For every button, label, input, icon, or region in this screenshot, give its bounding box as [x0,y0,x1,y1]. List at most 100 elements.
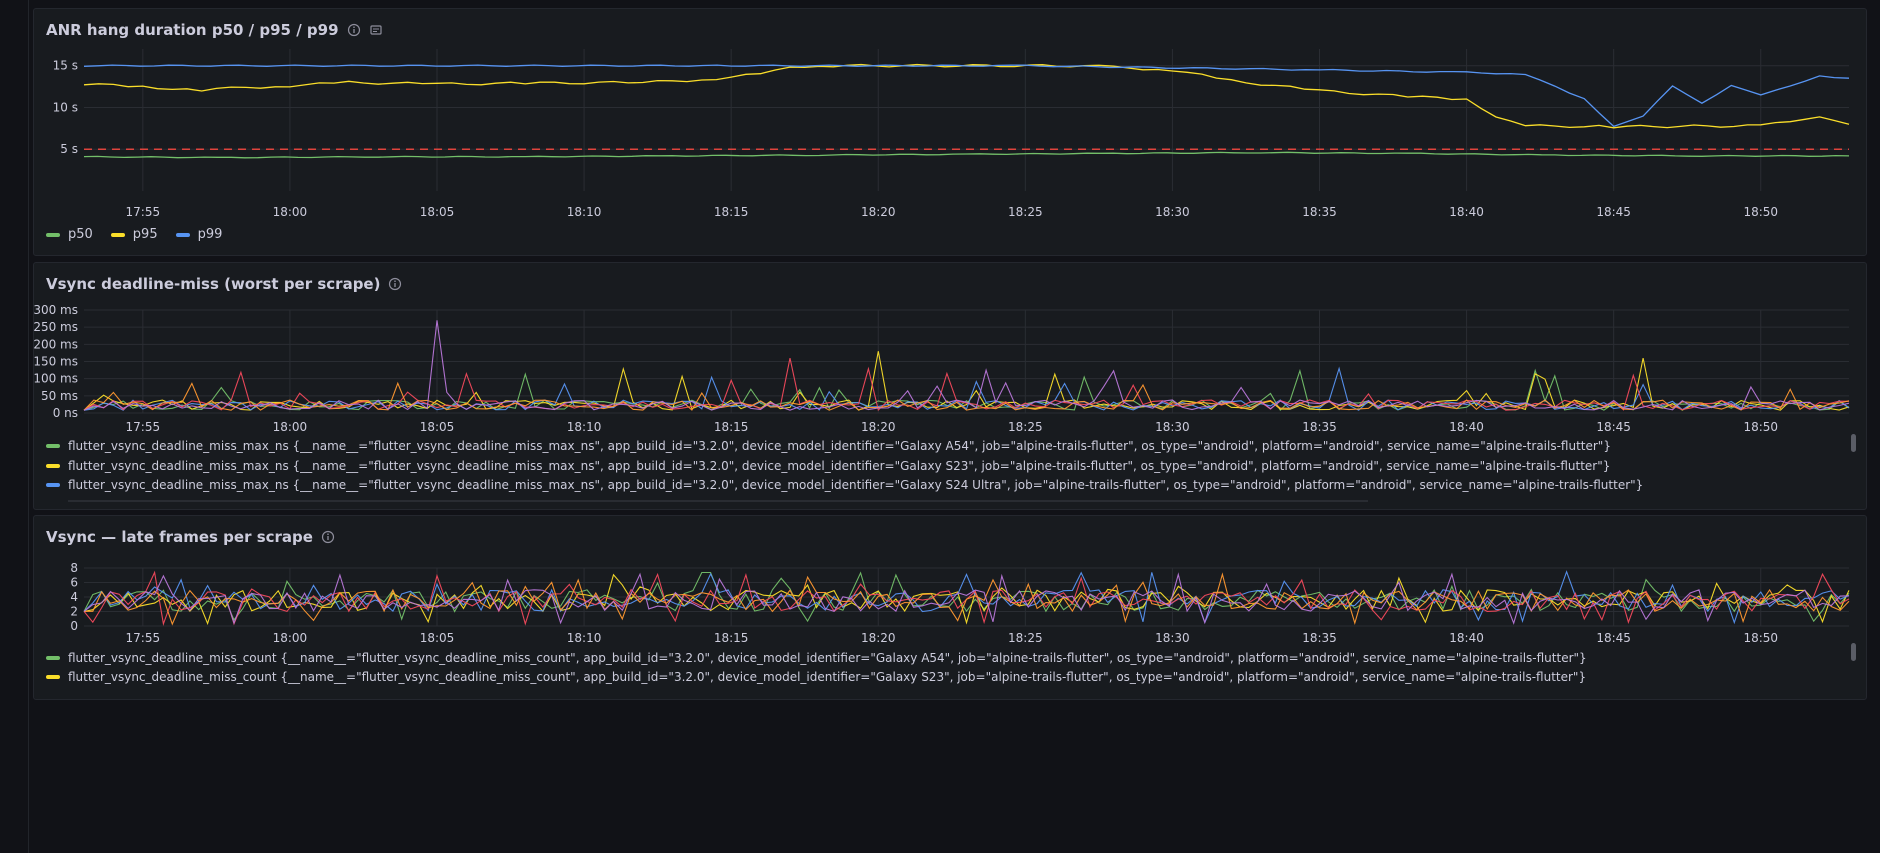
x-tick-label: 18:15 [714,420,749,434]
y-tick-label: 250 ms [34,320,78,334]
legend-item-p95[interactable]: p95 [110,227,158,242]
legend-scrollbar[interactable] [1851,434,1856,452]
y-tick-label: 15 s [53,59,78,73]
legend-label: flutter_vsync_deadline_miss_max_ns {__na… [68,478,1644,492]
series-line-5 [83,572,1850,625]
panel-title: Vsync — late frames per scrape [46,528,313,546]
x-tick-label: 18:30 [1155,420,1190,434]
x-tick-label: 18:00 [273,420,308,434]
legend-item[interactable]: flutter_vsync_deadline_miss_max_ns {__na… [46,476,1643,494]
y-tick-label: 150 ms [34,355,78,369]
x-tick-label: 18:25 [1008,205,1043,219]
series-line-3 [83,570,1850,627]
x-tick-label: 18:10 [567,631,602,645]
y-tick-label: 300 ms [34,303,78,317]
x-tick-label: 18:45 [1596,631,1631,645]
panel-vsync-late-frames: Vsync — late frames per scrape 17:55 18:0… [33,515,1867,700]
series-line-2 [83,366,1850,411]
panel-title: ANR hang duration p50 / p95 / p99 [46,21,339,39]
legend-item[interactable]: flutter_vsync_deadline_miss_count {__nam… [46,649,1587,667]
panel-header: Vsync — late frames per scrape [46,526,335,548]
y-tick-label: 8 [70,561,78,575]
legend-overflow-hint [68,500,1368,502]
x-tick-label: 18:25 [1008,420,1043,434]
y-tick-label: 5 s [60,142,78,156]
panel-vsync-deadline-miss: Vsync deadline-miss (worst per scrape) 1… [33,262,1867,510]
x-tick-label: 18:05 [420,420,455,434]
series-line-p99 [83,64,1850,128]
legend-label: flutter_vsync_deadline_miss_count {__nam… [68,651,1587,665]
x-tick-label: 18:10 [567,420,602,434]
legend-item[interactable]: flutter_vsync_deadline_miss_max_ns {__na… [46,457,1610,475]
legend-swatch [46,444,60,448]
legend-label: p50 [68,227,93,242]
x-tick-label: 18:05 [420,205,455,219]
y-tick-label: 0 ns [53,406,78,420]
x-tick-label: 18:30 [1155,631,1190,645]
legend-swatch [175,232,190,237]
y-tick-label: 6 [70,576,78,590]
y-tick-label: 4 [70,590,78,604]
series-line-p50 [83,151,1850,159]
x-tick-label: 18:35 [1302,631,1337,645]
x-tick-label: 18:35 [1302,205,1337,219]
x-tick-label: 18:45 [1596,420,1631,434]
legend-label: flutter_vsync_deadline_miss_max_ns {__na… [68,439,1611,453]
info-icon[interactable] [321,530,335,544]
x-tick-label: 18:50 [1743,420,1778,434]
panel-anr-hang-duration: ANR hang duration p50 / p95 / p99 17:55 1… [33,8,1867,256]
info-icon[interactable] [388,277,402,291]
x-tick-label: 18:25 [1008,631,1043,645]
x-tick-label: 18:05 [420,631,455,645]
clipboard-icon[interactable] [369,23,383,37]
legend-item[interactable]: flutter_vsync_deadline_miss_count {__nam… [46,668,1586,686]
x-tick-label: 18:15 [714,205,749,219]
x-tick-label: 18:15 [714,631,749,645]
legend-swatch [46,232,60,237]
x-tick-label: 17:55 [126,631,161,645]
x-tick-label: 18:35 [1302,420,1337,434]
legend-item-p50[interactable]: p50 [46,227,93,242]
y-tick-label: 50 ms [41,389,78,403]
x-tick-label: 18:20 [861,420,896,434]
legend-label: p95 [132,227,158,242]
panel-header: Vsync deadline-miss (worst per scrape) [46,273,402,295]
legend-label: flutter_vsync_deadline_miss_max_ns {__na… [68,459,1611,473]
x-tick-label: 18:45 [1596,205,1631,219]
legend-swatch [46,483,60,487]
late-frames-chart[interactable]: 17:55 18:00 18:05 18:10 18:15 18:20 18:25 18:30… [34,516,1866,699]
x-tick-label: 18:00 [273,205,308,219]
legend-swatch [46,464,60,468]
legend-scrollbar[interactable] [1851,643,1856,661]
anr-chart[interactable]: 17:55 18:00 18:05 18:10 18:15 18:20 18:25 18:30… [34,9,1866,255]
series-line-p95 [83,63,1850,129]
x-tick-label: 18:40 [1449,631,1484,645]
y-tick-label: 10 s [53,100,78,114]
legend-label: p99 [197,227,223,242]
legend-item[interactable]: flutter_vsync_deadline_miss_max_ns {__na… [46,437,1611,455]
x-tick-label: 18:00 [273,631,308,645]
x-tick-label: 18:40 [1449,420,1484,434]
series-line-4 [83,381,1850,411]
x-tick-label: 17:55 [126,205,161,219]
legend-swatch [110,232,125,237]
panel-title: Vsync deadline-miss (worst per scrape) [46,275,381,293]
legend-label: flutter_vsync_deadline_miss_count {__nam… [68,670,1587,684]
x-tick-label: 18:10 [567,205,602,219]
x-tick-label: 17:55 [126,420,161,434]
panel-header: ANR hang duration p50 / p95 / p99 [46,19,383,41]
y-tick-label: 100 ms [34,372,78,386]
x-tick-label: 18:50 [1743,631,1778,645]
x-tick-label: 18:50 [1743,205,1778,219]
info-icon[interactable] [347,23,361,37]
x-tick-label: 18:20 [861,631,896,645]
x-tick-label: 18:40 [1449,205,1484,219]
y-tick-label: 0 [70,619,78,633]
legend-swatch [46,656,60,660]
vsync-miss-chart[interactable]: 17:55 18:00 18:05 18:10 18:15 18:20 18:25 18:30… [34,263,1866,509]
x-tick-label: 18:30 [1155,205,1190,219]
legend-swatch [46,675,60,679]
legend-item-p99[interactable]: p99 [175,227,223,242]
y-tick-label: 2 [70,605,78,619]
y-tick-label: 200 ms [34,337,78,351]
